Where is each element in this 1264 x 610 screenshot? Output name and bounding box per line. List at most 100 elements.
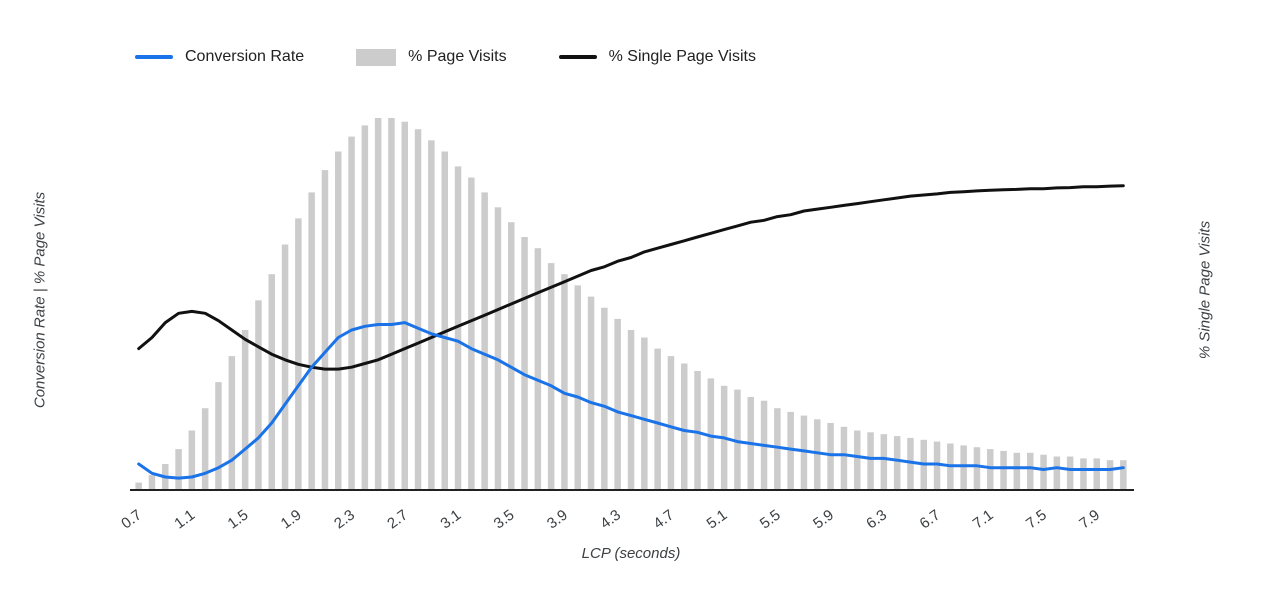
bar	[1013, 452, 1021, 490]
x-tick-label: 3.9	[544, 506, 571, 532]
page-visits-bars	[135, 118, 1127, 491]
bar	[521, 237, 528, 490]
bar	[468, 177, 475, 490]
bar	[893, 436, 901, 490]
legend-item-single-page-visits: % Single Page Visits	[558, 48, 756, 66]
x-tick-label: 7.9	[1076, 506, 1103, 532]
bar	[854, 430, 861, 490]
bar	[148, 475, 156, 490]
conversion-rate-line-swatch	[135, 55, 173, 59]
bar	[574, 285, 581, 490]
bar	[1040, 454, 1047, 490]
x-tick-label: 1.5	[225, 506, 252, 532]
legend-item-page-visits: % Page Visits	[356, 48, 507, 66]
x-tick-label: 5.5	[757, 506, 784, 532]
bar	[654, 348, 661, 490]
bar	[201, 408, 209, 490]
bar	[1053, 456, 1061, 490]
legend-item-conversion-rate: Conversion Rate	[135, 48, 304, 66]
bar	[960, 445, 967, 490]
bar	[401, 121, 408, 490]
bar	[880, 434, 888, 490]
bar	[295, 218, 302, 490]
bar	[441, 151, 448, 490]
bar	[361, 125, 369, 491]
x-tick-label: 5.1	[704, 506, 731, 532]
bar	[707, 378, 715, 490]
x-tick-label: 2.3	[331, 506, 358, 532]
bar	[681, 363, 688, 490]
bar	[1106, 460, 1114, 490]
bar	[241, 330, 249, 490]
x-tick-label: 6.7	[917, 506, 944, 532]
y-axis-title-left: Conversion Rate | % Page Visits	[31, 191, 49, 409]
bar	[840, 426, 848, 490]
x-tick-label: 4.3	[597, 506, 624, 532]
single-page-visits-line-swatch	[558, 55, 597, 59]
bar	[1093, 458, 1100, 490]
bar	[1000, 450, 1007, 490]
x-tick-label: 1.1	[171, 506, 198, 532]
legend-label: % Single Page Visits	[608, 48, 756, 65]
bar	[734, 389, 741, 490]
bar	[814, 419, 821, 490]
x-tick-label: 1.9	[278, 506, 305, 532]
x-tick-label: 5.9	[810, 506, 837, 532]
bar	[321, 170, 329, 490]
bar	[454, 166, 462, 490]
bar	[787, 411, 794, 490]
bar	[627, 330, 635, 490]
bar	[414, 129, 422, 490]
page-visits-bar-swatch	[356, 48, 397, 66]
bar	[561, 274, 568, 490]
bar	[587, 296, 595, 490]
bar	[547, 263, 555, 490]
x-tick-label: 3.1	[437, 506, 464, 532]
bar	[1080, 458, 1087, 490]
bar	[388, 118, 395, 490]
bar	[335, 151, 342, 490]
bar	[1120, 460, 1127, 490]
conversion-rate-line	[137, 321, 1125, 480]
y-axis-title-right: % Single Page Visits	[1196, 220, 1214, 360]
bar	[508, 222, 515, 490]
legend-label: Conversion Rate	[185, 48, 305, 65]
bar	[374, 118, 382, 490]
bar	[494, 207, 502, 491]
legend-label: % Page Visits	[408, 48, 507, 65]
bar	[1066, 456, 1074, 490]
bar	[228, 356, 236, 490]
bar	[188, 430, 196, 490]
x-axis-tick-labels: 0.7 1.1 1.5 1.9 2.3 2.7 3.1 3.5 3.9 4.3 4.7 5.1 5.5 5…	[118, 506, 1103, 532]
bar	[534, 248, 542, 490]
x-tick-label: 2.7	[384, 506, 411, 532]
bar	[481, 192, 488, 490]
single-page-visits-line	[137, 184, 1125, 371]
bar	[281, 244, 289, 490]
bar	[973, 447, 981, 490]
bar	[907, 437, 914, 490]
bar	[348, 136, 355, 490]
bar	[601, 307, 608, 490]
bar	[1027, 452, 1034, 490]
bar	[987, 449, 994, 490]
bar	[641, 337, 648, 490]
x-tick-label: 4.7	[650, 506, 677, 532]
chart-legend: Conversion Rate % Page Visits % Single P…	[135, 48, 756, 66]
x-tick-label: 3.5	[491, 506, 518, 532]
bar	[667, 356, 675, 490]
bar	[694, 371, 701, 490]
bar	[135, 482, 142, 490]
bar	[428, 140, 435, 491]
x-tick-label: 7.5	[1023, 506, 1050, 532]
bar	[933, 441, 941, 490]
bar	[827, 423, 834, 490]
bar	[308, 192, 315, 490]
bar	[215, 382, 222, 490]
x-tick-label: 7.1	[970, 506, 997, 532]
bar	[867, 432, 874, 490]
bar	[800, 415, 808, 490]
bar	[614, 318, 621, 490]
